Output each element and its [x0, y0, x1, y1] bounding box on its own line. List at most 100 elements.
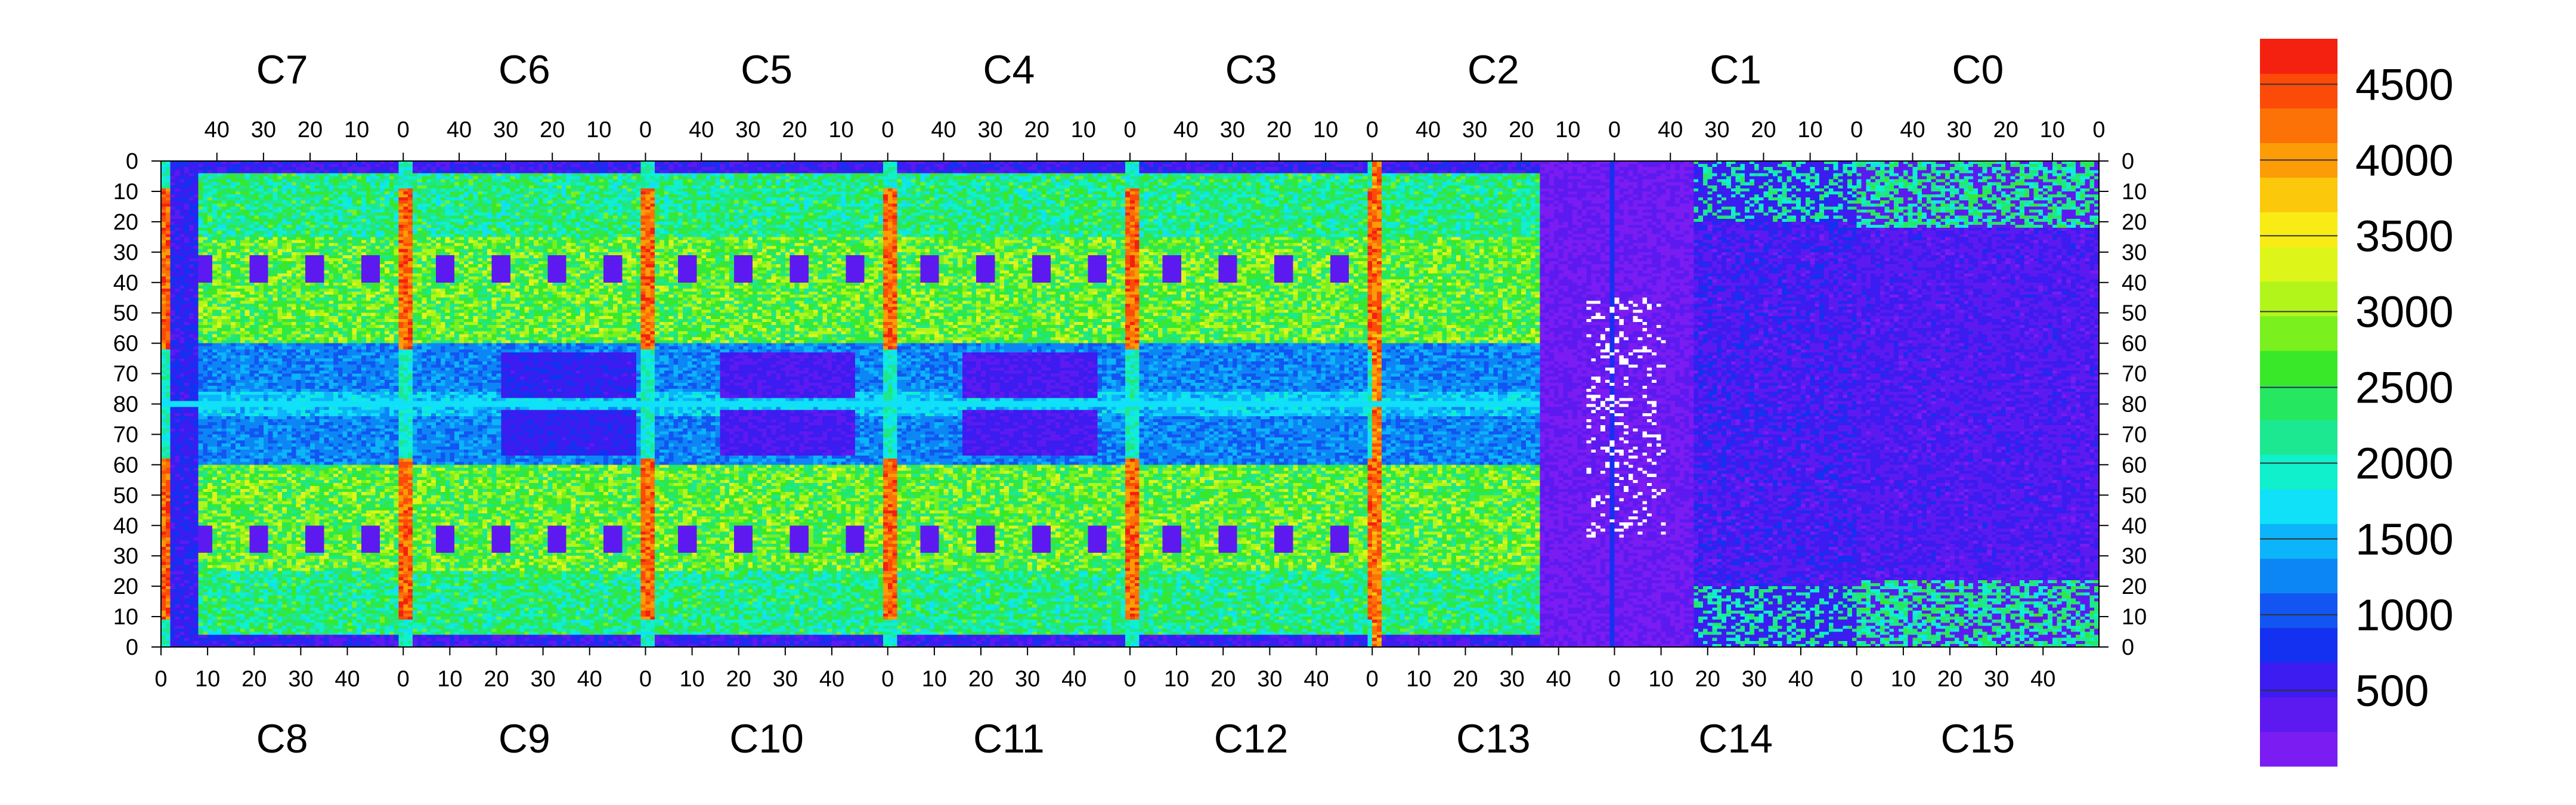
axes: C7 C6 C5 C4 C3 C2 C1 C0 C8 C9 C10 C11 C12 C13 C14 C15 40…: [113, 47, 2147, 761]
colorbar-segment: [2260, 420, 2337, 455]
colorbar-segment: [2260, 385, 2337, 420]
bottom-axis-tick-label: 10: [679, 667, 704, 692]
bottom-axis-tick-label: 10: [1164, 667, 1189, 692]
bottom-axis-tick-label: 30: [1984, 667, 2009, 692]
top-chip-label: C2: [1467, 47, 1519, 92]
top-axis-tick-label: 30: [1704, 117, 1729, 143]
bottom-axis-tick-label: 10: [1891, 667, 1916, 692]
left-axis-tick-label: 30: [113, 240, 138, 265]
top-axis-tick-label: 40: [447, 117, 472, 143]
right-axis-tick-label: 50: [2122, 301, 2147, 326]
top-axis-tick-label: 30: [1220, 117, 1245, 143]
right-axis-tick-label: 70: [2122, 422, 2147, 447]
colorbar-segment: [2260, 212, 2337, 247]
top-axis-tick-label: 0: [397, 117, 410, 143]
bottom-chip-label: C15: [1941, 716, 2015, 761]
bottom-chip-label: C12: [1214, 716, 1289, 761]
bottom-axis-tick-label: 10: [922, 667, 947, 692]
bottom-axis-tick-label: 0: [1608, 667, 1621, 692]
colorbar-tick-label: 4000: [2355, 135, 2454, 185]
top-axis-tick-label: 0: [1366, 117, 1379, 143]
top-axis-tick-label: 10: [1555, 117, 1580, 143]
top-axis-tick-label: 20: [540, 117, 565, 143]
top-axis-tick-label: 30: [735, 117, 760, 143]
left-axis-tick-label: 50: [113, 483, 138, 508]
top-axis-tick-label: 40: [1658, 117, 1683, 143]
colorbar-tick-label: 4500: [2355, 60, 2454, 109]
colorbar-segment: [2260, 558, 2337, 594]
top-axis-tick-label: 30: [1462, 117, 1487, 143]
colorbar-tick-label: 1000: [2355, 590, 2454, 640]
top-axis-tick-label: 0: [1123, 117, 1136, 143]
top-axis-tick-label: 20: [1509, 117, 1534, 143]
top-chip-label: C3: [1225, 47, 1277, 92]
colorbar-tick-label: 3000: [2355, 287, 2454, 337]
bottom-axis-tick-label: 30: [1257, 667, 1282, 692]
top-axis-tick-label: 0: [1850, 117, 1863, 143]
top-axis-tick-label: 10: [1313, 117, 1338, 143]
right-axis-tick-label: 10: [2122, 179, 2147, 205]
left-axis-tick-label: 50: [113, 301, 138, 326]
bottom-axis-tick-label: 30: [1015, 667, 1040, 692]
bottom-axis-tick-label: 20: [1937, 667, 1962, 692]
colorbar-segment: [2260, 593, 2337, 628]
left-axis-tick-label: 20: [113, 574, 138, 599]
colorbar-tick-label: 500: [2355, 666, 2429, 716]
bottom-axis-tick-label: 10: [1406, 667, 1431, 692]
heatmap-image: [161, 161, 2099, 647]
left-axis-tick-label: 20: [113, 210, 138, 235]
bottom-chip-label: C8: [256, 716, 308, 761]
colorbar-segment: [2260, 489, 2337, 524]
left-axis-tick-label: 70: [113, 362, 138, 387]
top-axis-tick-label: 10: [828, 117, 853, 143]
right-axis-tick-label: 40: [2122, 513, 2147, 538]
top-axis-tick-label: 10: [344, 117, 369, 143]
right-axis-tick-label: 50: [2122, 483, 2147, 508]
bottom-axis-tick-label: 40: [335, 667, 360, 692]
top-axis-tick-label: 40: [1174, 117, 1199, 143]
right-axis-tick-label: 20: [2122, 210, 2147, 235]
bottom-chip-label: C14: [1698, 716, 1773, 761]
top-chip-label: C4: [983, 47, 1035, 92]
bottom-axis-tick-label: 20: [484, 667, 509, 692]
top-axis-tick-label: 20: [782, 117, 807, 143]
right-axis-tick-label: 0: [2122, 149, 2134, 174]
top-axis-tick-label: 40: [1416, 117, 1441, 143]
colorbar-segment: [2260, 281, 2337, 317]
colorbar-tick-label: 2000: [2355, 439, 2454, 488]
top-chip-label: C1: [1710, 47, 1761, 92]
colorbar-tick-label: 2500: [2355, 363, 2454, 413]
bottom-axis-tick-label: 20: [1695, 667, 1720, 692]
bottom-axis-tick-label: 40: [819, 667, 844, 692]
colorbar-segment: [2260, 627, 2337, 663]
top-axis-tick-label: 30: [1946, 117, 1971, 143]
bottom-axis-tick-label: 10: [437, 667, 462, 692]
colorbar: 500 1000 1500 2000 2500 3000 3500 4000 4500: [2260, 39, 2454, 767]
top-axis-tick-label: 30: [251, 117, 276, 143]
top-axis-tick-label: 20: [1993, 117, 2018, 143]
top-axis-tick-label: 0: [1608, 117, 1621, 143]
colorbar-segment: [2260, 350, 2337, 386]
bottom-axis-tick-label: 40: [2030, 667, 2055, 692]
bottom-axis-tick-label: 40: [1788, 667, 1813, 692]
left-axis-tick-label: 60: [113, 332, 138, 357]
right-axis-tick-label: 30: [2122, 240, 2147, 265]
right-axis-tick-label: 30: [2122, 544, 2147, 569]
bottom-axis-tick-label: 30: [530, 667, 555, 692]
colorbar-segment: [2260, 39, 2337, 74]
top-axis-tick-label: 20: [1751, 117, 1776, 143]
bottom-axis-tick-label: 40: [577, 667, 602, 692]
top-axis-tick-label: 20: [1267, 117, 1292, 143]
left-axis-tick-label: 30: [113, 544, 138, 569]
right-axis-tick-label: 10: [2122, 605, 2147, 630]
bottom-axis-tick-label: 30: [773, 667, 798, 692]
left-axis-tick-label: 0: [126, 635, 138, 660]
right-axis-tick-label: 70: [2122, 362, 2147, 387]
top-axis-tick-label: 10: [2040, 117, 2065, 143]
right-axis-tick-label: 40: [2122, 271, 2147, 296]
top-chip-label: C0: [1952, 47, 2004, 92]
bottom-axis-tick-label: 0: [639, 667, 652, 692]
bottom-chip-label: C10: [729, 716, 804, 761]
bottom-axis-tick-label: 30: [288, 667, 313, 692]
